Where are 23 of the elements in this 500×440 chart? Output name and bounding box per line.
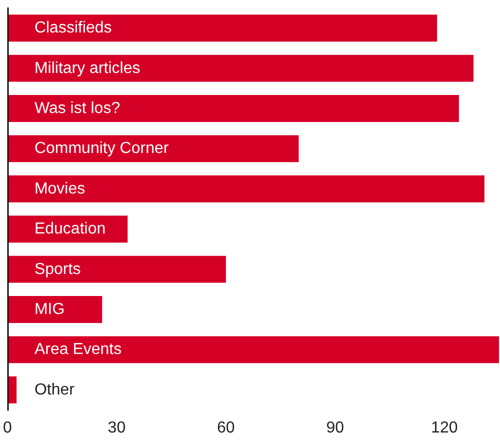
y-tick-label: Sports: [34, 260, 81, 278]
bar: [7, 296, 102, 323]
x-tick-label: 60: [217, 420, 235, 436]
y-tick-label: Was ist los?: [34, 100, 120, 117]
x-tick-label: 120: [431, 420, 458, 436]
y-tick-label: Community Corner: [34, 140, 170, 158]
x-tick-label: 90: [326, 420, 344, 436]
bar: [7, 54, 474, 82]
bar: [7, 14, 438, 42]
y-tick-label: Classifieds: [34, 20, 112, 37]
bar: [7, 135, 299, 162]
y-tick-label: Other: [34, 381, 76, 398]
y-tick-label: Education: [34, 220, 106, 238]
x-tick-label: 30: [108, 420, 126, 436]
y-tick-label: Movies: [34, 180, 86, 198]
x-tick-label: 0: [2, 420, 12, 436]
y-tick-label: Area Events: [34, 341, 122, 358]
bar: [7, 256, 226, 283]
bar: [7, 336, 499, 364]
y-tick-label: Military articles: [34, 60, 140, 77]
y-tick-label: MIG: [34, 301, 65, 318]
bar: [7, 95, 459, 122]
bar: [7, 175, 484, 202]
